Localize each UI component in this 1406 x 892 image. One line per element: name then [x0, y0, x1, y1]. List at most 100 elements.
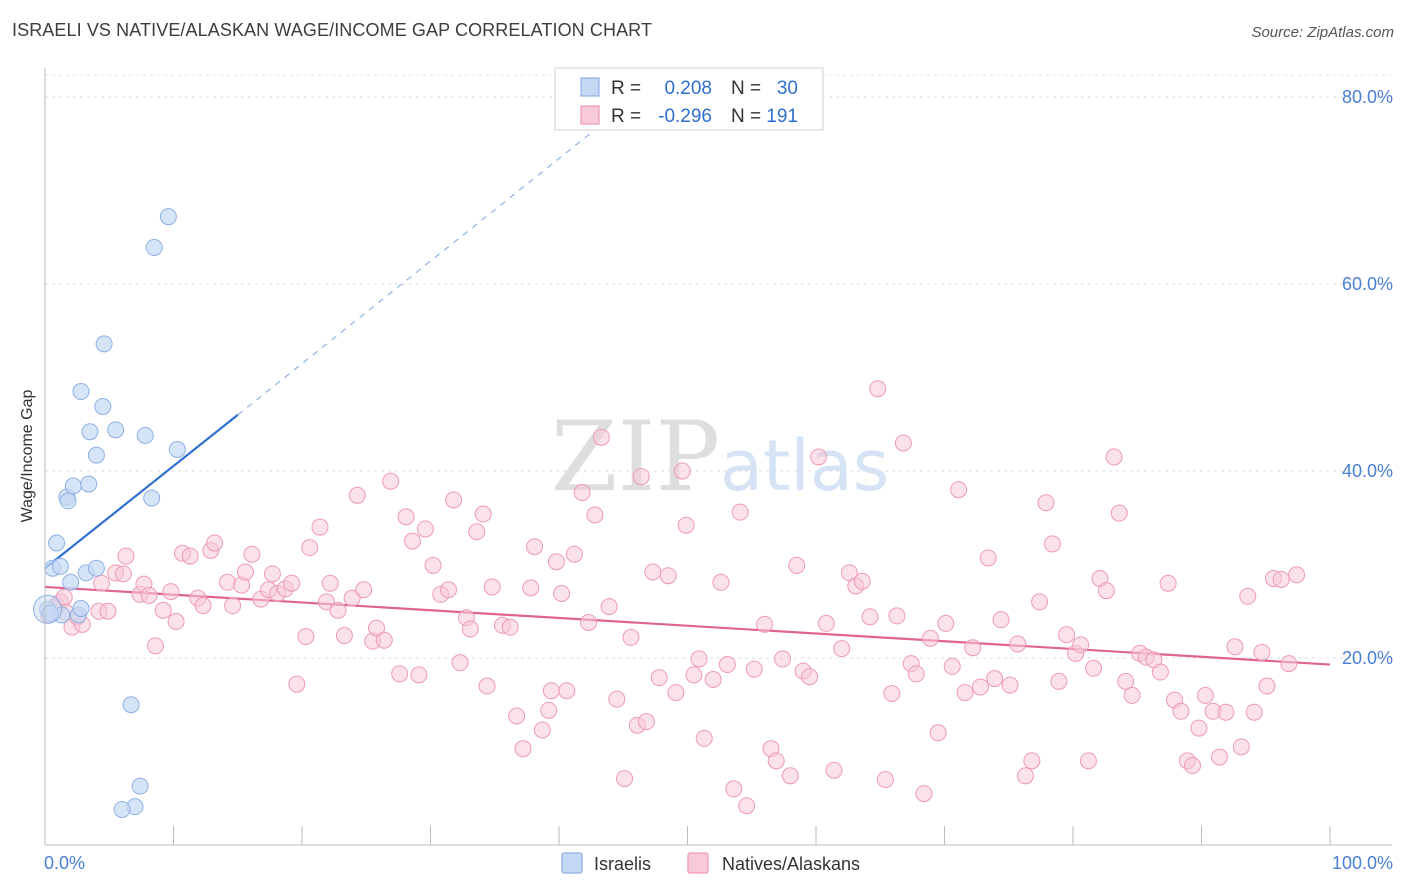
data-point-natives-alaskans [1016, 767, 1034, 785]
data-point-natives-alaskans [801, 668, 819, 686]
data-point-natives-alaskans [1110, 504, 1128, 522]
data-point-natives-alaskans [343, 589, 361, 607]
data-point-natives-alaskans [236, 563, 254, 581]
data-point-natives-alaskans [335, 627, 353, 645]
data-point-natives-alaskans [114, 565, 132, 583]
data-point-natives-alaskans [1058, 626, 1076, 644]
data-point-natives-alaskans [677, 516, 695, 534]
data-point-natives-alaskans [937, 614, 955, 632]
data-point-natives-alaskans [558, 682, 576, 700]
legend-r-label: R = [611, 78, 641, 99]
data-point-natives-alaskans [1190, 719, 1208, 737]
data-point-natives-alaskans [1245, 703, 1263, 721]
data-point-israelis [72, 599, 90, 617]
data-point-natives-alaskans [416, 520, 434, 538]
data-point-natives-alaskans [817, 614, 835, 632]
data-point-natives-alaskans [224, 597, 242, 615]
data-point-israelis [72, 383, 90, 401]
data-point-natives-alaskans [659, 567, 677, 585]
bottom-legend-israelis-label[interactable]: Israelis [594, 854, 651, 874]
data-point-israelis [131, 777, 149, 795]
data-point-natives-alaskans [474, 505, 492, 523]
data-point-israelis [80, 475, 98, 493]
data-point-natives-alaskans [1196, 686, 1214, 704]
data-point-natives-alaskans [650, 669, 668, 687]
data-point-natives-alaskans [468, 523, 486, 541]
data-point-natives-alaskans [1258, 677, 1276, 695]
data-point-natives-alaskans [1172, 702, 1190, 720]
data-point-israelis [64, 477, 82, 495]
data-point-israelis [87, 446, 105, 464]
data-point-israelis [136, 426, 154, 444]
data-point-natives-alaskans [288, 675, 306, 693]
y-tick-label: 40.0% [1342, 461, 1393, 481]
bottom-legend-natives-alaskans-label[interactable]: Natives/Alaskans [722, 854, 860, 874]
data-point-natives-alaskans [876, 771, 894, 789]
data-point-natives-alaskans [573, 484, 591, 502]
data-point-natives-alaskans [956, 684, 974, 702]
data-point-natives-alaskans [1232, 738, 1250, 756]
data-point-natives-alaskans [1031, 593, 1049, 611]
data-point-natives-alaskans [93, 574, 111, 592]
data-point-natives-alaskans [1079, 752, 1097, 770]
data-point-natives-alaskans [424, 556, 442, 574]
legend-swatch-natives-alaskans [580, 105, 600, 125]
data-point-natives-alaskans [1217, 703, 1235, 721]
data-point-natives-alaskans [1239, 587, 1257, 605]
data-point-israelis [33, 594, 63, 624]
data-point-natives-alaskans [921, 629, 939, 647]
data-point-natives-alaskans [154, 601, 172, 619]
data-point-natives-alaskans [283, 574, 301, 592]
data-point-natives-alaskans [461, 620, 479, 638]
data-point-natives-alaskans [580, 613, 598, 631]
data-point-natives-alaskans [508, 707, 526, 725]
data-point-natives-alaskans [1253, 643, 1271, 661]
data-point-israelis [122, 696, 140, 714]
data-point-natives-alaskans [781, 767, 799, 785]
data-point-natives-alaskans [317, 593, 335, 611]
watermark: ZIPatlas [551, 401, 889, 513]
data-point-natives-alaskans [445, 491, 463, 509]
bottom-legend-natives-alaskans-swatch[interactable] [687, 852, 709, 874]
legend-n-value: 191 [766, 106, 798, 127]
data-point-natives-alaskans [540, 701, 558, 719]
data-point-natives-alaskans [553, 584, 571, 602]
data-point-natives-alaskans [1097, 582, 1115, 600]
data-point-natives-alaskans [263, 565, 281, 583]
data-point-natives-alaskans [162, 583, 180, 601]
data-point-israelis [51, 557, 69, 575]
data-point-natives-alaskans [971, 678, 989, 696]
data-point-israelis [159, 208, 177, 226]
data-point-natives-alaskans [194, 597, 212, 615]
data-point-natives-alaskans [685, 666, 703, 684]
data-point-israelis [81, 423, 99, 441]
data-point-natives-alaskans [825, 761, 843, 779]
data-point-natives-alaskans [206, 534, 224, 552]
trend-line-israelis [44, 414, 239, 570]
data-point-natives-alaskans [117, 547, 135, 565]
x-tick-label: 0.0% [44, 853, 85, 873]
data-point-natives-alaskans [1001, 676, 1019, 694]
data-point-natives-alaskans [1184, 757, 1202, 775]
y-tick-label: 20.0% [1342, 648, 1393, 668]
data-point-natives-alaskans [478, 677, 496, 695]
data-point-natives-alaskans [218, 573, 236, 591]
data-point-natives-alaskans [950, 481, 968, 499]
data-point-natives-alaskans [1272, 570, 1290, 588]
data-point-natives-alaskans [964, 639, 982, 657]
data-point-natives-alaskans [297, 627, 315, 645]
y-tick-label: 80.0% [1342, 87, 1393, 107]
data-point-natives-alaskans [586, 506, 604, 524]
data-point-natives-alaskans [979, 549, 997, 567]
bottom-legend-israelis-swatch[interactable] [561, 852, 583, 874]
data-point-natives-alaskans [1159, 574, 1177, 592]
data-point-natives-alaskans [704, 671, 722, 689]
data-point-natives-alaskans [894, 434, 912, 452]
data-point-israelis [113, 800, 131, 818]
data-point-israelis [94, 397, 112, 415]
data-point-natives-alaskans [767, 752, 785, 770]
data-point-natives-alaskans [943, 657, 961, 675]
data-point-natives-alaskans [329, 601, 347, 619]
data-point-natives-alaskans [608, 690, 626, 708]
data-point-natives-alaskans [321, 574, 339, 592]
